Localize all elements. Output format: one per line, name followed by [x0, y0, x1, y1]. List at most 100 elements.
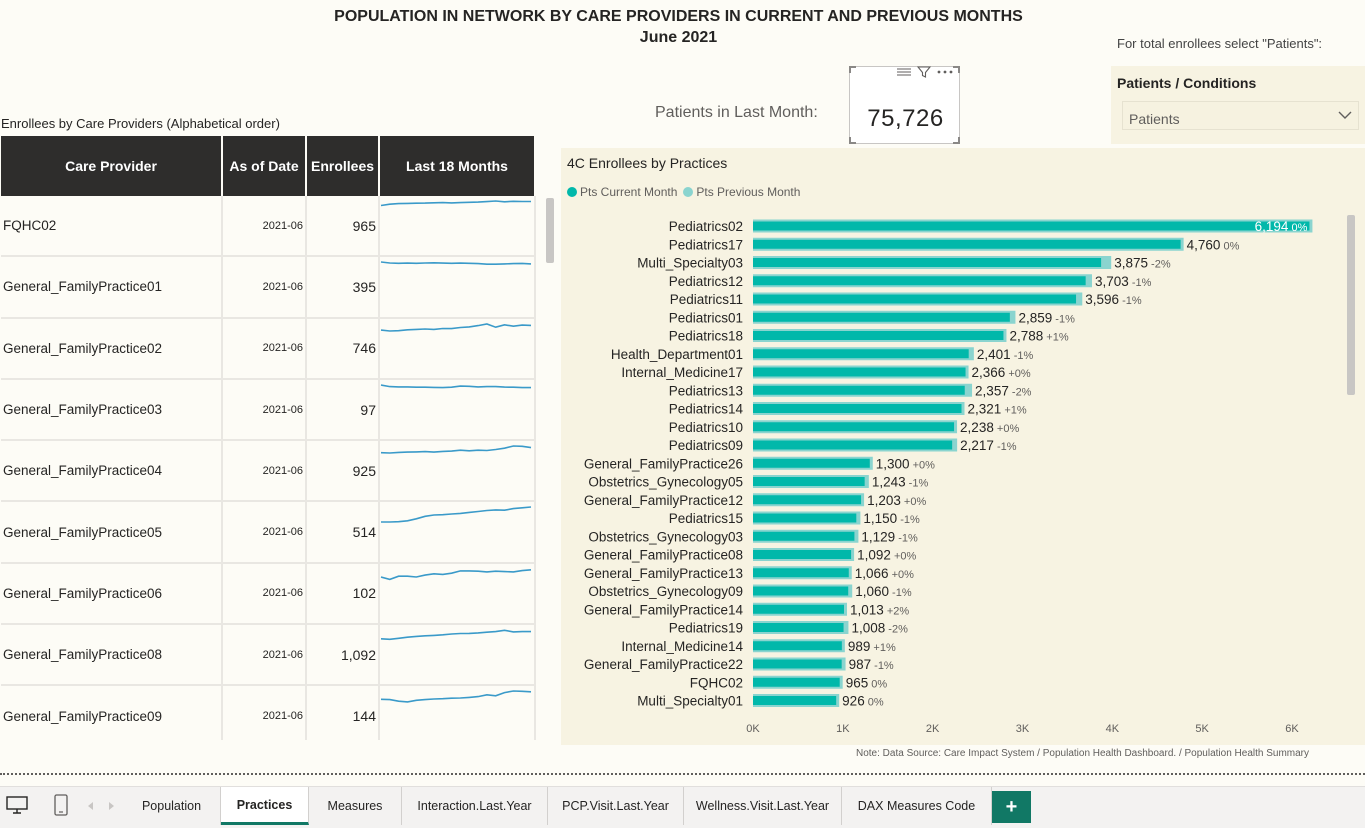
bar-current-month[interactable]: [753, 404, 962, 413]
data-label: 926 0%: [842, 694, 884, 709]
column-header-enrollees[interactable]: Enrollees: [307, 136, 380, 196]
bar-current-month[interactable]: [753, 239, 1181, 249]
drag-handle-icon[interactable]: [897, 68, 911, 76]
data-label: 1,092 +0%: [857, 548, 916, 563]
bar-current-month[interactable]: [753, 531, 855, 541]
data-label: 2,859 -1%: [1018, 310, 1075, 325]
table-row[interactable]: FQHC02 2021-06 965: [1, 196, 536, 258]
bar-current-month[interactable]: [753, 604, 845, 614]
cell-care-provider: General_FamilyPractice03: [1, 379, 223, 440]
cell-as-of-date: 2021-06: [223, 257, 307, 317]
add-page-button[interactable]: +: [992, 791, 1031, 823]
tab-pcp-visit-last-year[interactable]: PCP.Visit.Last.Year: [548, 787, 684, 825]
mobile-view-icon[interactable]: [54, 794, 68, 816]
tab-population[interactable]: Population: [123, 787, 221, 825]
data-label: 2,366 +0%: [972, 365, 1031, 380]
chart-scrollbar[interactable]: [1347, 215, 1355, 395]
category-label: Pediatrics01: [669, 310, 743, 325]
legend-item-current[interactable]: Pts Current Month: [567, 185, 677, 199]
next-page-icon[interactable]: [108, 802, 114, 810]
data-label: 3,596 -1%: [1085, 292, 1142, 307]
bar-current-month[interactable]: [753, 258, 1102, 267]
bar-current-month[interactable]: [753, 586, 849, 596]
tab-dax-measures-code[interactable]: DAX Measures Code: [842, 787, 992, 825]
bar-current-month[interactable]: [753, 422, 955, 432]
bar-current-month[interactable]: [753, 696, 837, 705]
bar-current-month[interactable]: [753, 641, 842, 651]
x-tick-label: 2K: [926, 723, 940, 735]
category-label: Pediatrics09: [669, 438, 743, 453]
category-label: Obstetrics_Gynecology05: [588, 475, 743, 490]
cell-enrollees: 102: [307, 563, 380, 624]
bar-current-month[interactable]: [753, 221, 1310, 231]
data-label: 3,703 -1%: [1095, 274, 1152, 289]
column-header-last-18-months[interactable]: Last 18 Months: [380, 136, 536, 196]
bar-current-month[interactable]: [753, 477, 865, 486]
data-label: 1,129 -1%: [861, 529, 918, 544]
cell-sparkline: [380, 686, 536, 740]
column-header-as-of-date[interactable]: As of Date: [223, 136, 307, 196]
cell-enrollees: 514: [307, 502, 380, 562]
tab-measures[interactable]: Measures: [309, 787, 402, 825]
more-options-icon[interactable]: [937, 70, 953, 74]
bar-current-month[interactable]: [753, 495, 862, 505]
chart-plot: Pediatrics02 6,194 0% Pediatrics17 4,760 0%…: [584, 219, 1313, 735]
table-row[interactable]: General_FamilyPractice02 2021-06 746: [1, 318, 536, 380]
bar-current-month[interactable]: [753, 677, 840, 687]
kpi-card[interactable]: 75,726: [849, 66, 960, 144]
category-label: Pediatrics10: [669, 420, 743, 435]
data-label: 2,357 -2%: [975, 383, 1032, 398]
bar-current-month[interactable]: [753, 623, 844, 632]
table-scrollbar[interactable]: [546, 198, 554, 263]
bar-current-month[interactable]: [753, 349, 969, 359]
cell-care-provider: General_FamilyPractice02: [1, 318, 223, 378]
table-row[interactable]: General_FamilyPractice05 2021-06 514: [1, 502, 536, 564]
corner-handle: [953, 137, 960, 144]
slicer-selected-value: Patients: [1129, 111, 1180, 127]
x-tick-label: 3K: [1016, 723, 1030, 735]
bar-current-month[interactable]: [753, 513, 857, 523]
category-label: Internal_Medicine17: [621, 365, 743, 380]
prev-page-icon[interactable]: [88, 802, 94, 810]
bar-current-month[interactable]: [753, 331, 1004, 340]
tab-practices[interactable]: Practices: [221, 787, 309, 825]
table-row[interactable]: General_FamilyPractice06 2021-06 102: [1, 563, 536, 626]
table-row[interactable]: General_FamilyPractice01 2021-06 395: [1, 257, 536, 319]
cell-as-of-date: 2021-06: [223, 318, 307, 378]
category-label: Pediatrics14: [669, 402, 744, 417]
enrollees-table: Care Provider As of Date Enrollees Last …: [1, 136, 536, 740]
bar-current-month[interactable]: [753, 550, 852, 559]
cell-care-provider: FQHC02: [1, 196, 223, 256]
category-label: Pediatrics15: [669, 511, 743, 526]
category-label: General_FamilyPractice13: [584, 566, 743, 581]
bar-current-month[interactable]: [753, 276, 1086, 286]
table-row[interactable]: General_FamilyPractice03 2021-06 97: [1, 379, 536, 442]
filter-icon[interactable]: [917, 65, 931, 79]
bar-current-month[interactable]: [753, 294, 1077, 304]
data-label: 1,060 -1%: [855, 584, 912, 599]
tab-wellness-visit-last-year[interactable]: Wellness.Visit.Last.Year: [684, 787, 842, 825]
bar-current-month[interactable]: [753, 367, 966, 377]
bar-current-month[interactable]: [753, 659, 842, 669]
legend-item-previous[interactable]: Pts Previous Month: [683, 185, 800, 199]
table-row[interactable]: General_FamilyPractice04 2021-06 925: [1, 441, 536, 503]
data-label: 987 -1%: [849, 657, 894, 672]
title-line-1: POPULATION IN NETWORK BY CARE PROVIDERS …: [334, 8, 1023, 25]
cell-enrollees: 925: [307, 441, 380, 501]
bar-current-month[interactable]: [753, 440, 953, 450]
chart-legend: Pts Current Month Pts Previous Month: [567, 185, 800, 199]
desktop-view-icon[interactable]: [6, 796, 28, 814]
column-header-care-provider[interactable]: Care Provider: [1, 136, 223, 196]
bar-current-month[interactable]: [753, 568, 849, 578]
tab-interaction-last-year[interactable]: Interaction.Last.Year: [402, 787, 548, 825]
sparkline: [380, 629, 531, 641]
legend-dot-current: [567, 187, 577, 197]
bar-current-month[interactable]: [753, 312, 1010, 322]
table-row[interactable]: General_FamilyPractice09 2021-06 144: [1, 686, 536, 740]
bar-current-month[interactable]: [753, 458, 870, 468]
slicer-dropdown[interactable]: Patients: [1122, 101, 1359, 130]
data-label: 4,760 0%: [1187, 237, 1240, 252]
sparkline: [381, 506, 532, 524]
bar-current-month[interactable]: [753, 385, 965, 395]
table-row[interactable]: General_FamilyPractice08 2021-06 1,092: [1, 625, 536, 687]
